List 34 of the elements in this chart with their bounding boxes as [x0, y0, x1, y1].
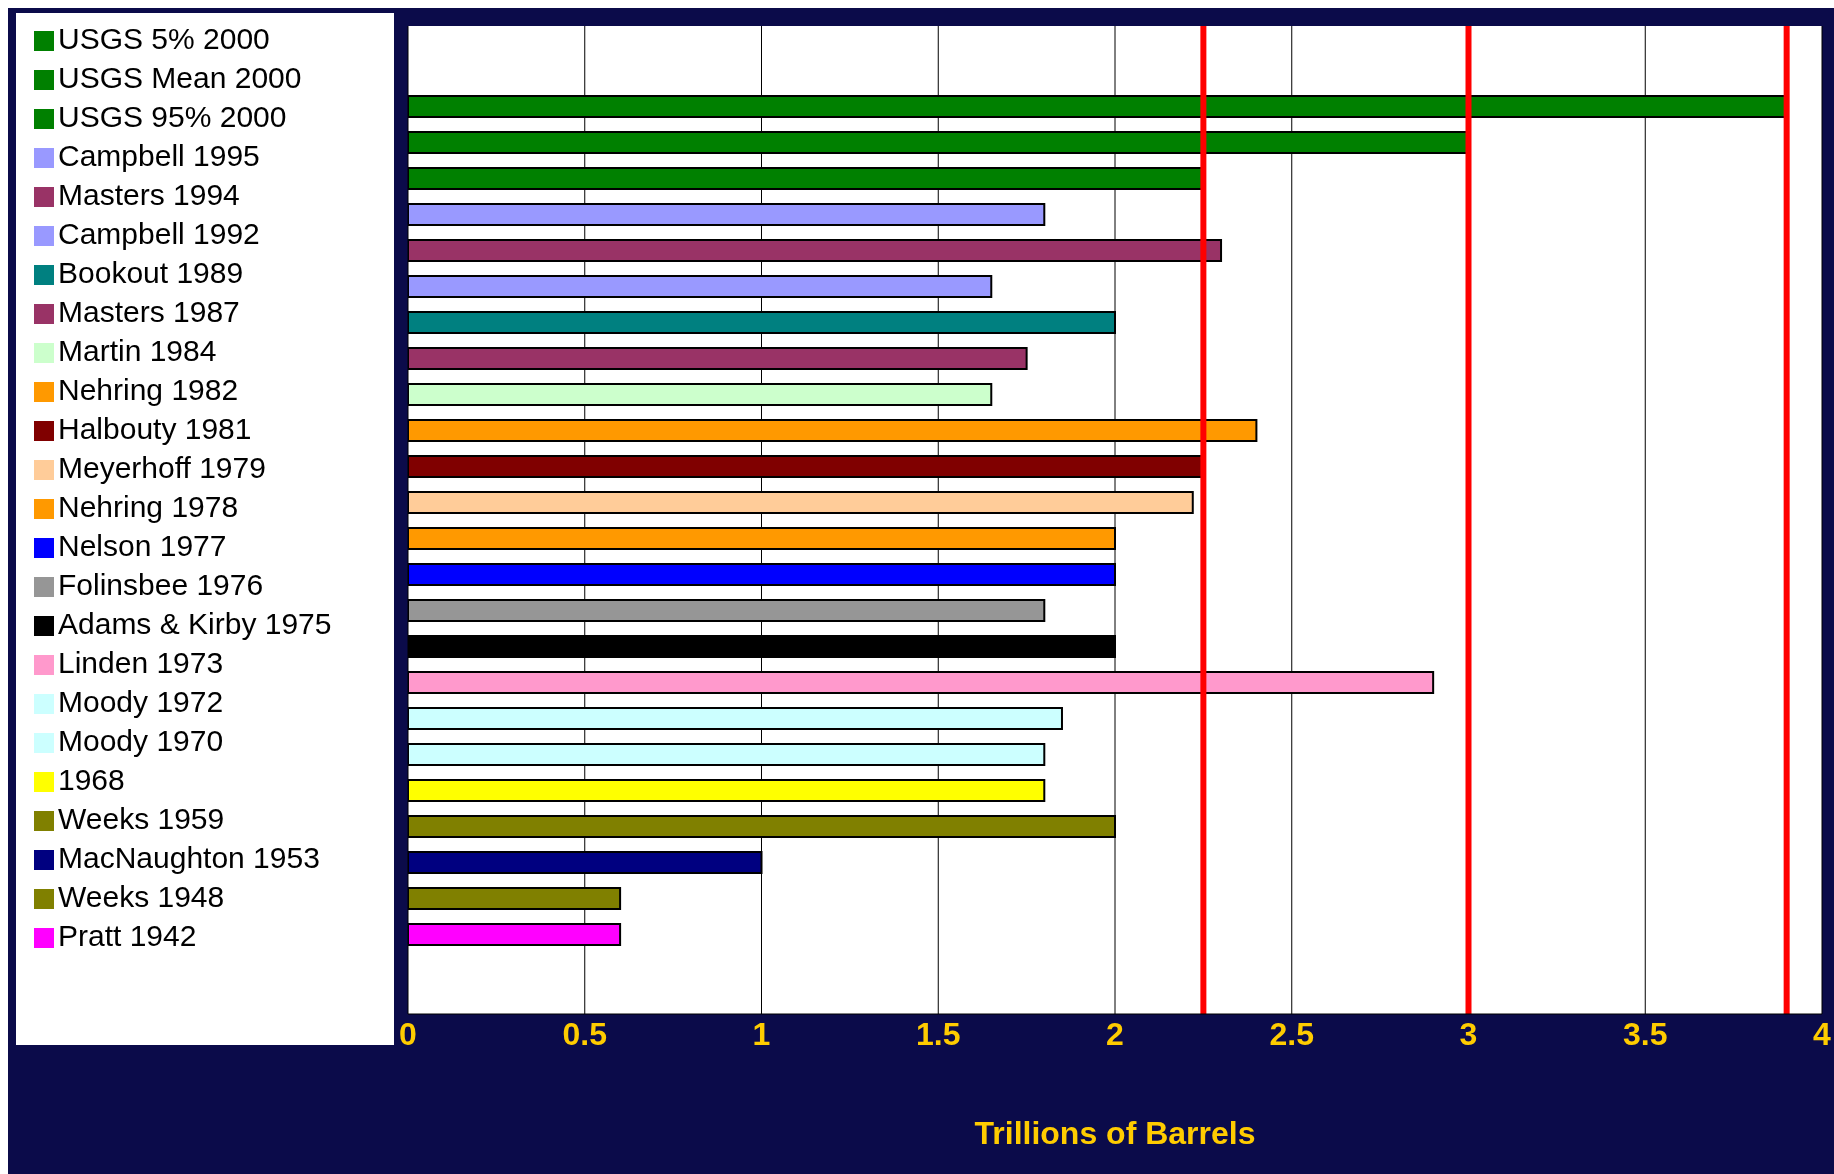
x-tick-label: 2 — [1106, 1015, 1124, 1052]
legend-label: Masters 1994 — [58, 178, 240, 211]
x-tick-label: 3.5 — [1623, 1015, 1668, 1052]
legend-label: Weeks 1959 — [58, 802, 225, 835]
legend-label: Campbell 1992 — [58, 217, 260, 250]
legend-label: Bookout 1989 — [58, 256, 244, 289]
legend-label: Pratt 1942 — [58, 919, 197, 952]
legend-label: USGS Mean 2000 — [58, 61, 302, 94]
x-tick-label: 0 — [399, 1015, 417, 1052]
x-axis-title: Trillions of Barrels — [974, 1115, 1256, 1151]
legend-label: Moody 1972 — [58, 685, 224, 718]
x-tick-label: 1.5 — [916, 1015, 961, 1052]
legend-label: Nehring 1978 — [58, 490, 239, 523]
x-tick-label: 0.5 — [562, 1015, 607, 1052]
legend-label: Linden 1973 — [58, 646, 224, 679]
legend-label: Weeks 1948 — [58, 880, 225, 913]
legend-label: Nelson 1977 — [58, 529, 227, 562]
legend-label: USGS 95% 2000 — [58, 100, 287, 133]
legend-label: Folinsbee 1976 — [58, 568, 264, 601]
legend-label: Nehring 1982 — [58, 373, 239, 406]
x-tick-label: 4 — [1813, 1015, 1832, 1052]
legend-label: Halbouty 1981 — [58, 412, 252, 445]
x-tick-label: 1 — [752, 1015, 771, 1052]
legend-label: Campbell 1995 — [58, 139, 260, 172]
legend-label: 1968 — [58, 763, 125, 796]
legend-label: Martin 1984 — [58, 334, 217, 367]
legend-label: Meyerhoff 1979 — [58, 451, 266, 484]
legend-label: Adams & Kirby 1975 — [58, 607, 332, 640]
legend-label: Moody 1970 — [58, 724, 224, 757]
x-tick-label: 2.5 — [1269, 1015, 1314, 1052]
legend-label: USGS 5% 2000 — [58, 22, 270, 55]
x-tick-label: 3 — [1459, 1015, 1478, 1052]
legend-label: Masters 1987 — [58, 295, 240, 328]
legend-label: MacNaughton 1953 — [58, 841, 320, 874]
